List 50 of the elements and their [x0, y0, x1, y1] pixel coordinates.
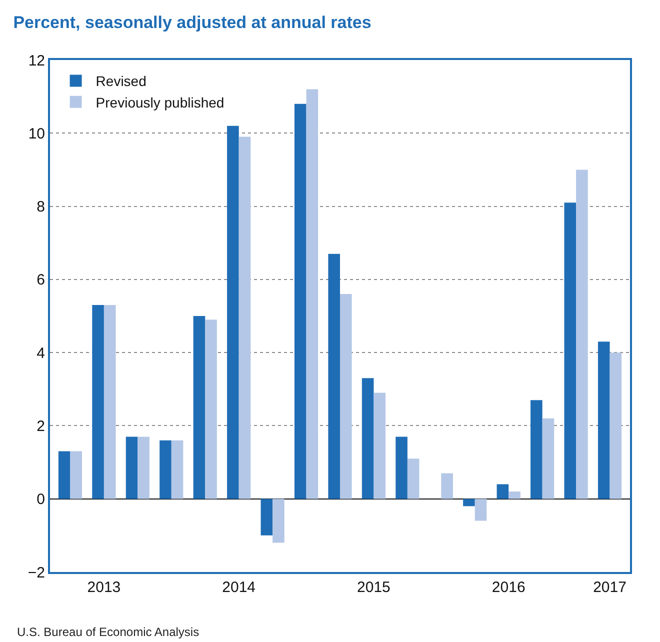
bar [238, 136, 251, 499]
y-tick-label: 0 [36, 491, 45, 508]
x-tick-label: 2015 [357, 579, 390, 596]
bar [441, 473, 453, 499]
bar [70, 451, 82, 499]
y-tick-label: 2 [36, 418, 45, 435]
bar [160, 440, 172, 499]
bar [598, 342, 610, 499]
y-tick-label: 4 [36, 344, 45, 362]
bar [58, 451, 70, 499]
y-tick-label: −2 [28, 564, 45, 582]
y-tick-label: 12 [28, 52, 45, 70]
bar [272, 498, 284, 543]
bar [508, 492, 520, 499]
bar [374, 392, 386, 499]
bar [542, 418, 554, 499]
bar [171, 440, 184, 499]
bar [294, 104, 306, 499]
bar [205, 320, 217, 499]
y-tick-label: 6 [36, 272, 45, 289]
x-tick-label: 2013 [87, 579, 121, 596]
bar [496, 484, 509, 499]
bar [610, 352, 622, 499]
bar [564, 202, 576, 499]
bar [126, 436, 138, 499]
bar [576, 170, 588, 499]
bar [407, 458, 420, 499]
text: U.S. Bureau of Economic Analysis [17, 625, 200, 639]
y-tick-label: 10 [28, 125, 45, 142]
x-tick-label: 2014 [222, 579, 256, 596]
bar [138, 436, 150, 499]
bar [193, 316, 206, 499]
x-tick-label: 2017 [593, 579, 626, 596]
chart-title: Percent, seasonally adjusted at annual rates [13, 12, 372, 32]
bar [530, 400, 542, 499]
legend-label: Revised [96, 73, 146, 90]
bar [328, 254, 340, 499]
bar [340, 294, 352, 499]
legend-label: Previously published [96, 94, 224, 110]
bar [260, 498, 273, 536]
bar [92, 305, 104, 499]
x-tick-label: 2016 [492, 579, 526, 596]
bar [362, 378, 374, 499]
bar [474, 498, 487, 521]
bar [463, 498, 475, 506]
bar [227, 126, 239, 499]
y-tick-label: 8 [36, 198, 45, 216]
bar [104, 305, 116, 499]
bar [396, 436, 408, 499]
bar [306, 89, 318, 499]
